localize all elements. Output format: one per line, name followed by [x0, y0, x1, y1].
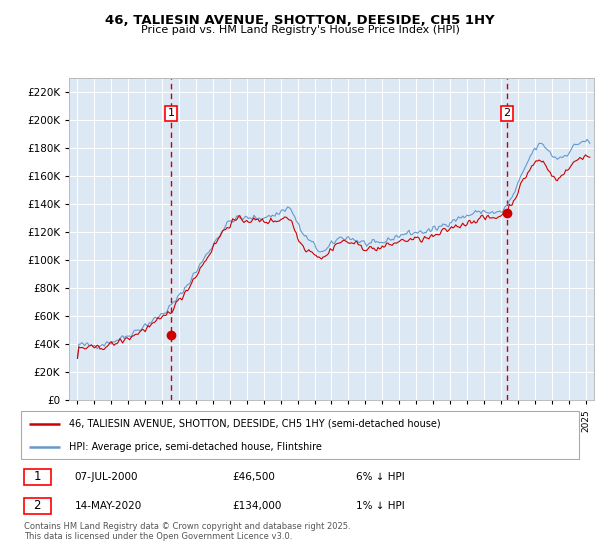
Text: HPI: Average price, semi-detached house, Flintshire: HPI: Average price, semi-detached house,…	[69, 442, 322, 452]
Text: 1% ↓ HPI: 1% ↓ HPI	[356, 501, 405, 511]
FancyBboxPatch shape	[21, 411, 579, 459]
Text: Price paid vs. HM Land Registry's House Price Index (HPI): Price paid vs. HM Land Registry's House …	[140, 25, 460, 35]
Text: £46,500: £46,500	[232, 472, 275, 482]
Text: £134,000: £134,000	[232, 501, 281, 511]
Text: Contains HM Land Registry data © Crown copyright and database right 2025.
This d: Contains HM Land Registry data © Crown c…	[24, 522, 350, 542]
Text: 2: 2	[34, 500, 41, 512]
Text: 2: 2	[503, 109, 511, 118]
FancyBboxPatch shape	[23, 498, 51, 514]
Text: 1: 1	[34, 470, 41, 483]
Text: 46, TALIESIN AVENUE, SHOTTON, DEESIDE, CH5 1HY (semi-detached house): 46, TALIESIN AVENUE, SHOTTON, DEESIDE, C…	[69, 418, 440, 428]
Text: 46, TALIESIN AVENUE, SHOTTON, DEESIDE, CH5 1HY: 46, TALIESIN AVENUE, SHOTTON, DEESIDE, C…	[105, 14, 495, 27]
Text: 6% ↓ HPI: 6% ↓ HPI	[356, 472, 405, 482]
Text: 07-JUL-2000: 07-JUL-2000	[74, 472, 138, 482]
FancyBboxPatch shape	[23, 469, 51, 485]
Text: 14-MAY-2020: 14-MAY-2020	[74, 501, 142, 511]
Text: 1: 1	[167, 109, 175, 118]
